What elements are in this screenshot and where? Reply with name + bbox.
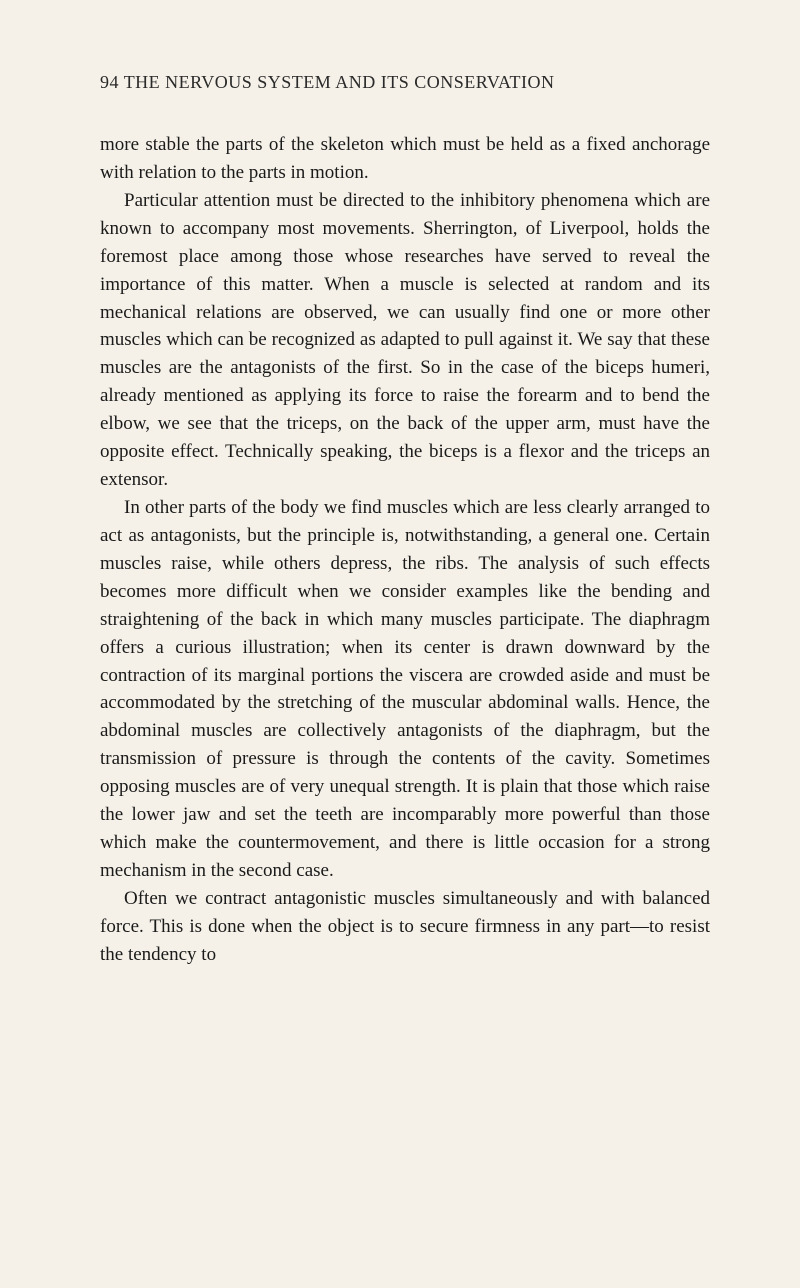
- paragraph-2: Particular attention must be directed to…: [100, 187, 710, 494]
- paragraph-4: Often we contract antagonistic muscles s…: [100, 885, 710, 969]
- page-header: 94 THE NERVOUS SYSTEM AND ITS CONSERVATI…: [100, 72, 710, 93]
- paragraph-3: In other parts of the body we find muscl…: [100, 494, 710, 885]
- header-title: THE NERVOUS SYSTEM AND ITS CONSERVATION: [124, 72, 555, 92]
- page-number: 94: [100, 72, 119, 92]
- body-text: more stable the parts of the skeleton wh…: [100, 131, 710, 969]
- paragraph-1: more stable the parts of the skeleton wh…: [100, 131, 710, 187]
